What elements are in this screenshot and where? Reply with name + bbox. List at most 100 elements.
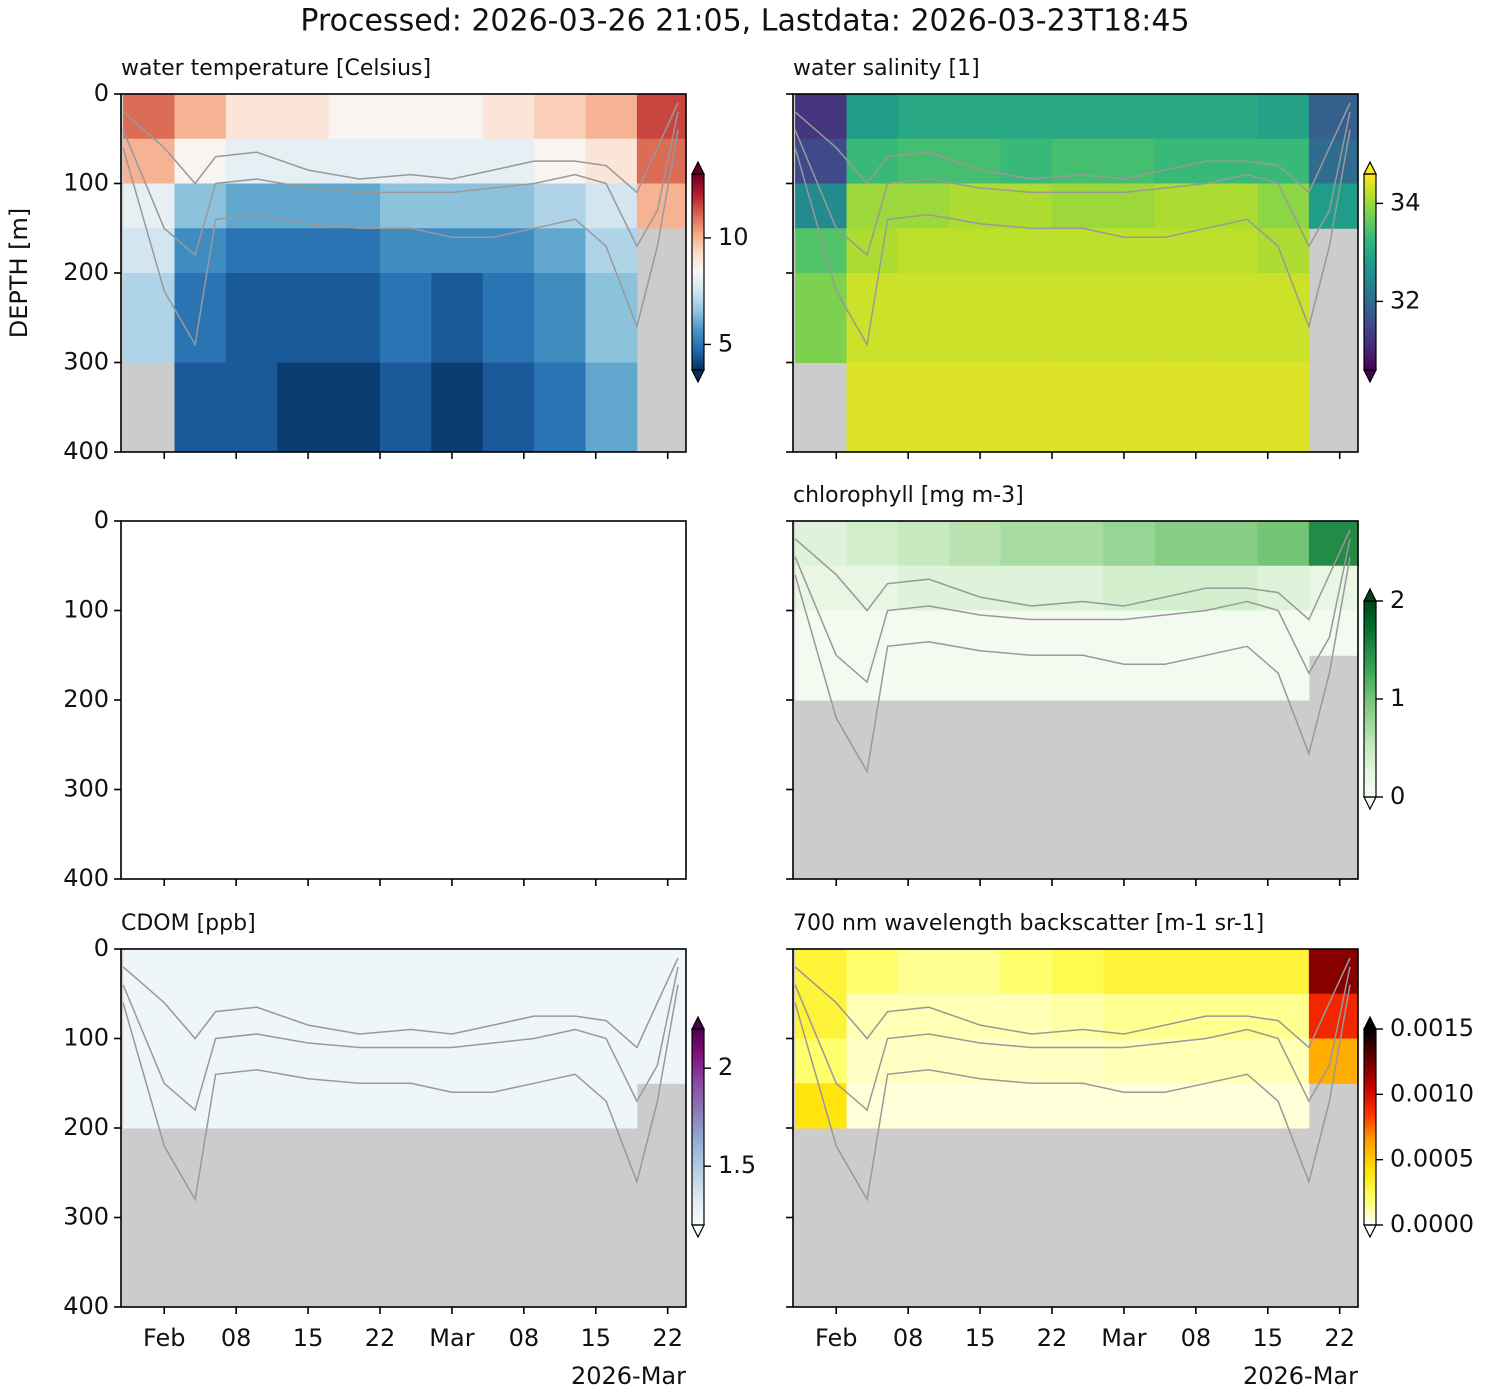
heatmap-cell <box>1103 138 1156 184</box>
heatmap-cell <box>482 993 535 1039</box>
heatmap-cell <box>1103 565 1156 611</box>
colorbar <box>692 1029 704 1225</box>
colorbar-frame <box>691 173 705 371</box>
heatmap-cell <box>846 610 899 656</box>
heatmap-cell <box>1206 949 1259 995</box>
heatmap-cell <box>949 993 1002 1039</box>
heatmap-cell <box>1257 949 1310 995</box>
panel <box>793 94 1358 452</box>
heatmap-cell <box>1000 655 1053 701</box>
heatmap-cell <box>1154 1038 1207 1084</box>
heatmap-cell <box>482 1038 535 1084</box>
heatmap-cell <box>1103 949 1156 995</box>
y-tick-label: 200 <box>63 258 109 286</box>
heatmap-cell <box>534 362 587 452</box>
y-tick-label: 300 <box>63 1203 109 1231</box>
y-tick-label: 300 <box>63 348 109 376</box>
heatmap-cell <box>846 1038 899 1084</box>
heatmap-cell <box>380 94 432 140</box>
heatmap-cell <box>897 94 950 140</box>
colorbar-tick-label: 1 <box>1390 684 1405 712</box>
heatmap-cell <box>1206 655 1259 701</box>
y-tick-label: 100 <box>63 169 109 197</box>
colorbar-tick-label: 2 <box>718 1053 733 1081</box>
heatmap-cell <box>1154 183 1207 229</box>
colorbar-tick-label: 2 <box>1390 586 1405 614</box>
heatmap-cell <box>1154 565 1207 611</box>
heatmap-cell <box>1000 138 1053 184</box>
heatmap-cell <box>897 1083 950 1129</box>
heatmap-cell <box>380 1083 432 1129</box>
heatmap-cell <box>1000 521 1053 567</box>
heatmap-cell <box>1257 362 1310 452</box>
heatmap-cell <box>1000 949 1053 995</box>
heatmap-cell <box>846 273 899 363</box>
colorbar <box>1364 174 1376 370</box>
colorbar-extend-min <box>691 1224 705 1239</box>
heatmap-cell <box>380 362 432 452</box>
heatmap-cell <box>431 1083 484 1129</box>
contour-line <box>794 984 1351 1202</box>
heatmap-cell <box>328 273 381 363</box>
colorbar-extend-min <box>1363 796 1377 811</box>
heatmap-cell <box>1103 1083 1156 1129</box>
heatmap-cell <box>482 949 535 995</box>
x-tick-label: Mar <box>1101 1324 1146 1352</box>
heatmap-cell <box>1052 610 1104 656</box>
heatmap-cell <box>1308 949 1358 995</box>
heatmap-cell <box>328 228 381 274</box>
y-tick-label: 0 <box>94 506 109 534</box>
heatmap-cell <box>1308 94 1358 140</box>
heatmap-cell <box>277 273 330 363</box>
heatmap-cell <box>585 138 638 184</box>
heatmap-cell <box>795 228 848 274</box>
heatmap-cell <box>328 1083 381 1129</box>
x-tick-label: 08 <box>893 1324 924 1352</box>
heatmap-cell <box>1154 610 1207 656</box>
x-tick-label: 15 <box>1253 1324 1284 1352</box>
heatmap-cell <box>1103 1038 1156 1084</box>
heatmap-cell <box>431 183 484 229</box>
colorbar-frame <box>691 1028 705 1226</box>
heatmap-cell <box>795 949 848 995</box>
x-tick-label: 22 <box>652 1324 683 1352</box>
heatmap-cell <box>949 521 1002 567</box>
heatmap-cell <box>897 138 950 184</box>
heatmap-cell <box>1103 655 1156 701</box>
contour-line <box>794 538 1351 684</box>
heatmap-cell <box>795 1083 848 1129</box>
colorbar-tick-label: 5 <box>718 329 733 357</box>
contour-line <box>794 966 1351 1112</box>
heatmap-cell <box>1154 273 1207 363</box>
contour-line <box>122 984 679 1202</box>
heatmap-cell <box>328 362 381 452</box>
heatmap-cell <box>380 228 432 274</box>
panel-title: CDOM [ppb] <box>121 911 256 936</box>
panel <box>793 949 1358 1307</box>
heatmap-cell <box>846 362 899 452</box>
x-offset-label: 2026-Mar <box>1243 1362 1358 1390</box>
panel-title: 700 nm wavelength backscatter [m-1 sr-1] <box>793 911 1264 936</box>
heatmap-cell <box>1308 521 1358 567</box>
heatmap-cell <box>380 183 432 229</box>
heatmap-cell <box>585 273 638 363</box>
heatmap-cell <box>482 228 535 274</box>
contour-line <box>794 129 1351 347</box>
panel <box>121 949 686 1307</box>
panel-title: water salinity [1] <box>793 56 980 81</box>
y-tick-label: 200 <box>63 685 109 713</box>
heatmap-cell <box>277 949 330 995</box>
heatmap-cell <box>1257 610 1310 656</box>
colorbar-tick-label: 0 <box>1390 782 1405 810</box>
heatmap-cell <box>897 610 950 656</box>
heatmap-cell <box>1103 94 1156 140</box>
x-tick-label: 15 <box>965 1324 996 1352</box>
heatmap-cell <box>1103 610 1156 656</box>
heatmap-cell <box>380 1038 432 1084</box>
y-tick-label: 100 <box>63 596 109 624</box>
colorbar-extend-max <box>1363 1015 1377 1030</box>
heatmap-cell <box>1206 1083 1259 1129</box>
heatmap-cell <box>1154 1083 1207 1129</box>
heatmap-cell <box>328 993 381 1039</box>
heatmap-cell <box>897 228 950 274</box>
